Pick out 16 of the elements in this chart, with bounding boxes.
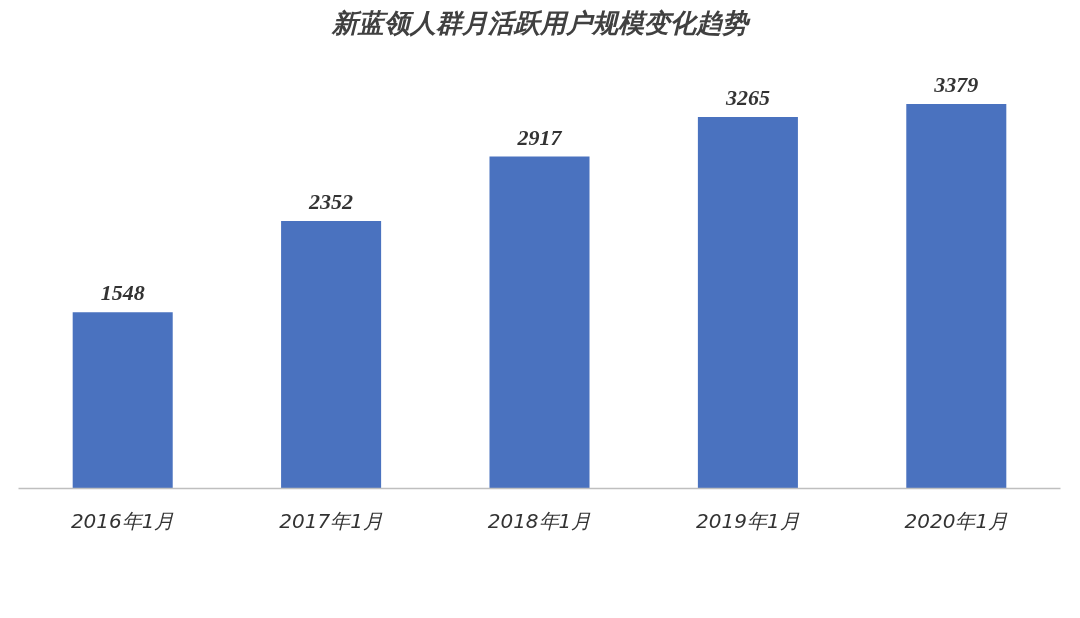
data-label: 2917 bbox=[516, 124, 563, 150]
x-tick-label: 2017年1月 bbox=[279, 508, 383, 533]
x-tick-label: 2020年1月 bbox=[904, 508, 1009, 533]
data-label: 3379 bbox=[933, 72, 979, 98]
bar bbox=[281, 220, 382, 489]
data-label: 2352 bbox=[308, 188, 354, 214]
x-tick-label: 2019年1月 bbox=[696, 508, 800, 533]
bar bbox=[489, 156, 590, 489]
bar bbox=[906, 104, 1007, 489]
data-label: 1548 bbox=[100, 280, 145, 306]
data-label: 3265 bbox=[724, 84, 770, 110]
chart-title: 新蓝领人群月活跃用户规模变化趋势 bbox=[330, 7, 751, 38]
x-tick-label: 2016年1月 bbox=[70, 508, 175, 533]
bar bbox=[72, 312, 173, 489]
x-tick-label: 2018年1月 bbox=[487, 508, 592, 533]
bar bbox=[697, 116, 798, 489]
